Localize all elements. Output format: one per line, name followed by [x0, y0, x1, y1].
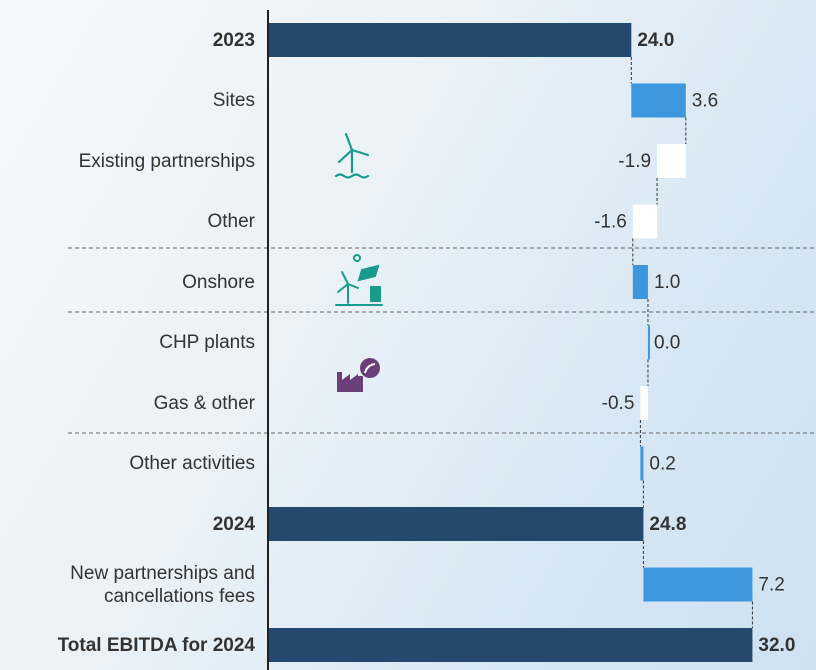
category-label: Other activities — [129, 453, 255, 474]
category-label: Total EBITDA for 2024 — [57, 634, 255, 656]
value-label: -0.5 — [602, 393, 635, 414]
category-label: 2024 — [212, 513, 255, 535]
category-label: New partnerships and cancellations fees — [70, 562, 255, 607]
category-label: Sites — [212, 90, 255, 111]
bar — [632, 204, 658, 239]
bar — [632, 265, 648, 299]
category-label: Gas & other — [153, 392, 255, 414]
bar — [268, 507, 644, 541]
bar — [268, 23, 632, 57]
category-label: 2023 — [212, 29, 255, 51]
bar — [268, 628, 753, 662]
value-label: 0.2 — [649, 454, 675, 475]
bar — [640, 446, 644, 481]
value-label: 1.0 — [654, 272, 680, 293]
value-label: 0.0 — [654, 333, 680, 354]
category-label: CHP plants — [159, 332, 255, 353]
category-label: Other — [207, 211, 255, 232]
bar — [640, 386, 648, 420]
chp-plant-icon — [337, 358, 380, 392]
bar — [631, 83, 686, 118]
offshore-wind-icon — [334, 132, 370, 179]
value-label: -1.9 — [618, 151, 651, 172]
value-label: 24.8 — [649, 514, 686, 535]
category-label: Existing partnerships — [78, 150, 255, 172]
value-label: 7.2 — [758, 575, 784, 596]
category-label: Onshore — [182, 271, 255, 293]
bar — [657, 144, 686, 178]
onshore-icon — [335, 254, 383, 306]
value-label: 3.6 — [692, 91, 718, 112]
bar — [647, 325, 650, 360]
value-label: 24.0 — [637, 30, 674, 51]
value-label: 32.0 — [758, 635, 795, 656]
value-label: -1.6 — [594, 212, 627, 233]
bar — [643, 567, 753, 602]
